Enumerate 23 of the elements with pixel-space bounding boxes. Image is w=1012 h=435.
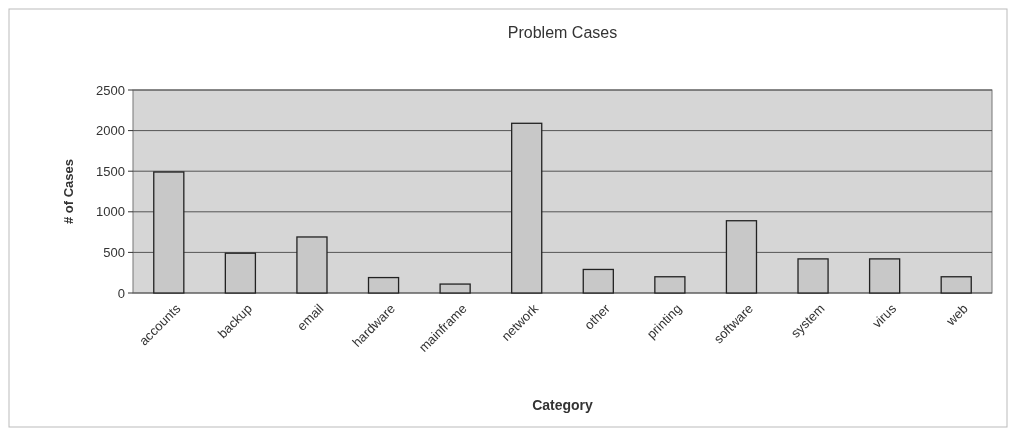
y-tick-label: 1500 bbox=[96, 163, 125, 179]
bar bbox=[797, 258, 829, 294]
y-tick-label: 1000 bbox=[96, 204, 125, 220]
x-tick-label: web bbox=[942, 300, 971, 330]
bar bbox=[582, 268, 614, 294]
bar bbox=[868, 258, 901, 294]
x-tick-label: virus bbox=[869, 300, 900, 331]
y-tick-label: 0 bbox=[117, 285, 125, 301]
y-tick-label: 2500 bbox=[96, 82, 125, 98]
bar bbox=[439, 283, 471, 294]
chart-title: Problem Cases bbox=[507, 24, 618, 41]
bar bbox=[153, 171, 185, 294]
y-tick-label: 500 bbox=[103, 244, 125, 260]
bar bbox=[654, 276, 686, 294]
bar bbox=[940, 276, 972, 294]
x-axis-title: Category bbox=[532, 397, 594, 413]
bar bbox=[296, 236, 328, 294]
y-axis-title: # of Cases bbox=[61, 158, 76, 225]
bar bbox=[367, 276, 400, 294]
bar bbox=[725, 220, 758, 294]
bar bbox=[511, 122, 543, 294]
bar bbox=[224, 252, 257, 294]
y-tick-label: 2000 bbox=[96, 123, 125, 139]
